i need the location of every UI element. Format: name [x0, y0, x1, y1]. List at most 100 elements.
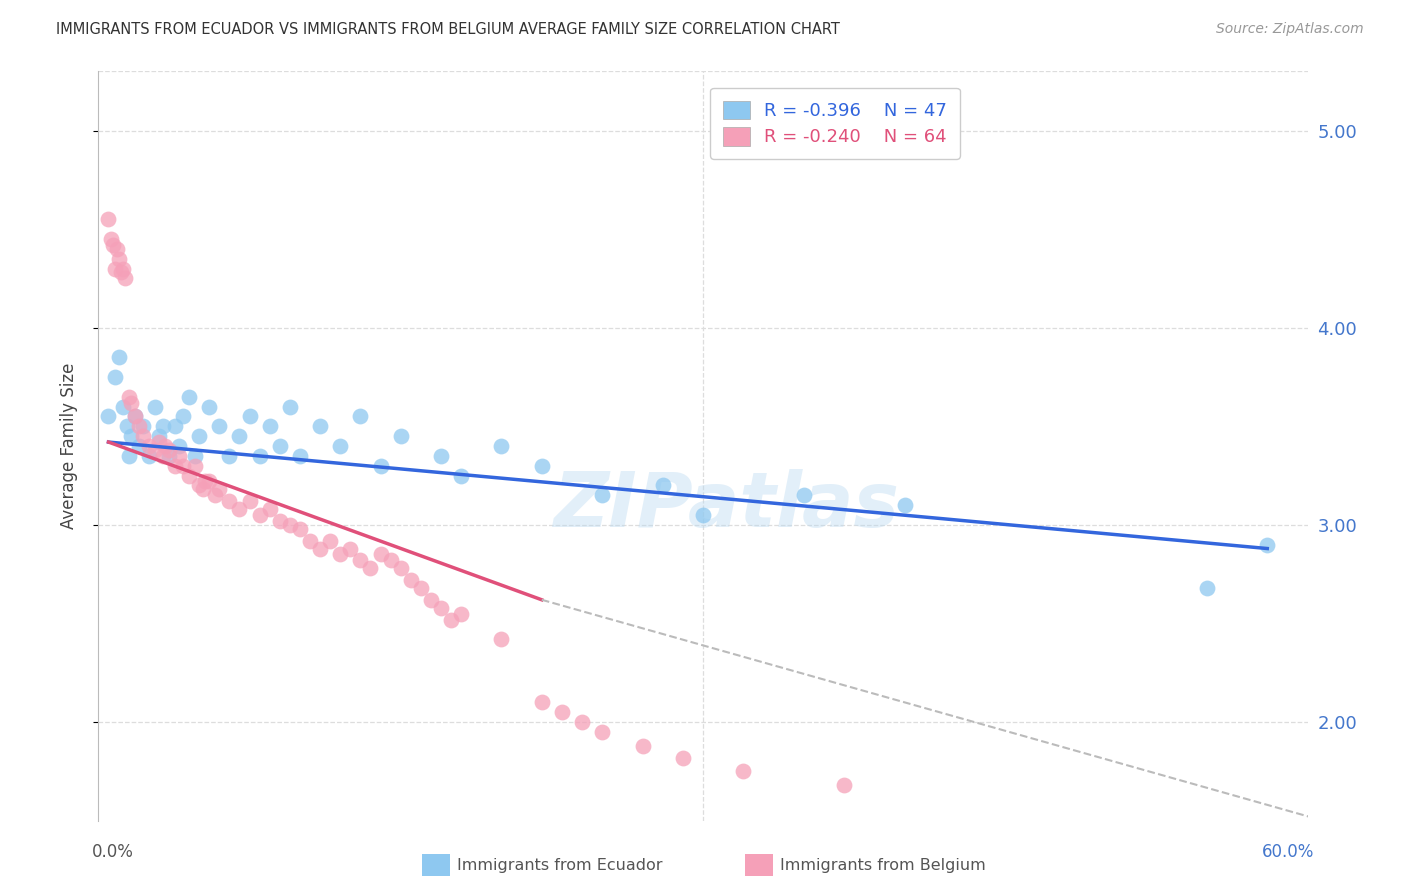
Point — [591, 725, 613, 739]
Point — [193, 483, 215, 497]
Point — [204, 488, 226, 502]
Point — [143, 400, 166, 414]
Point — [208, 419, 231, 434]
Text: Immigrants from Ecuador: Immigrants from Ecuador — [457, 858, 662, 872]
Point — [148, 435, 170, 450]
Point — [319, 533, 342, 548]
Point — [440, 613, 463, 627]
Point — [491, 439, 513, 453]
Point — [893, 498, 915, 512]
Point — [299, 533, 322, 548]
Point — [239, 409, 262, 424]
Point — [198, 400, 221, 414]
Text: IMMIGRANTS FROM ECUADOR VS IMMIGRANTS FROM BELGIUM AVERAGE FAMILY SIZE CORRELATI: IMMIGRANTS FROM ECUADOR VS IMMIGRANTS FR… — [56, 22, 841, 37]
Point — [349, 409, 371, 424]
Point — [389, 429, 412, 443]
Point — [288, 522, 311, 536]
Point — [278, 517, 301, 532]
Legend: R = -0.396    N = 47, R = -0.240    N = 64: R = -0.396 N = 47, R = -0.240 N = 64 — [710, 88, 960, 159]
Point — [530, 458, 553, 473]
Point — [188, 478, 211, 492]
Point — [148, 429, 170, 443]
Point — [120, 395, 142, 409]
Text: 0.0%: 0.0% — [91, 843, 134, 861]
Point — [115, 419, 138, 434]
Point — [491, 632, 513, 647]
Point — [198, 475, 221, 489]
Point — [163, 458, 186, 473]
Point — [103, 261, 125, 276]
Point — [107, 351, 129, 365]
Point — [259, 502, 281, 516]
Point — [111, 400, 134, 414]
Text: Source: ZipAtlas.com: Source: ZipAtlas.com — [1216, 22, 1364, 37]
Point — [153, 439, 176, 453]
Point — [157, 442, 180, 457]
Point — [228, 502, 250, 516]
Point — [120, 429, 142, 443]
Point — [832, 778, 855, 792]
Point — [172, 409, 194, 424]
Point — [188, 429, 211, 443]
Point — [167, 449, 190, 463]
Point — [249, 449, 271, 463]
Point — [329, 439, 352, 453]
Point — [152, 419, 174, 434]
Point — [100, 232, 122, 246]
Point — [530, 695, 553, 709]
Point — [651, 478, 673, 492]
Point — [152, 449, 174, 463]
Point — [97, 212, 120, 227]
Point — [194, 475, 217, 489]
Point — [143, 442, 166, 457]
Point — [118, 449, 141, 463]
Point — [184, 458, 207, 473]
Point — [163, 419, 186, 434]
Point — [128, 439, 150, 453]
Point — [97, 409, 120, 424]
Point — [309, 419, 332, 434]
Point — [370, 548, 392, 562]
Point — [167, 439, 190, 453]
Point — [1256, 538, 1278, 552]
Point — [114, 271, 136, 285]
Y-axis label: Average Family Size: Average Family Size — [59, 363, 77, 529]
Point — [172, 458, 194, 473]
Point — [269, 439, 291, 453]
Point — [179, 390, 201, 404]
Point — [103, 370, 125, 384]
Point — [218, 494, 240, 508]
Text: Immigrants from Belgium: Immigrants from Belgium — [780, 858, 986, 872]
Point — [128, 419, 150, 434]
Point — [132, 429, 155, 443]
Point — [551, 705, 574, 719]
Point — [138, 449, 160, 463]
Point — [430, 600, 453, 615]
Point — [101, 238, 124, 252]
Point — [138, 439, 160, 453]
Point — [430, 449, 453, 463]
Point — [1195, 581, 1218, 595]
Text: 60.0%: 60.0% — [1263, 843, 1315, 861]
Point — [132, 419, 155, 434]
Point — [278, 400, 301, 414]
Point — [733, 764, 755, 779]
Point — [399, 573, 422, 587]
Point — [389, 561, 412, 575]
Point — [105, 242, 128, 256]
Point — [124, 409, 146, 424]
Point — [339, 541, 361, 556]
Point — [124, 409, 146, 424]
Point — [329, 548, 352, 562]
Point — [380, 553, 402, 567]
Point — [228, 429, 250, 443]
Point — [672, 750, 695, 764]
Point — [420, 592, 443, 607]
Point — [349, 553, 371, 567]
Point — [309, 541, 332, 556]
Point — [208, 483, 231, 497]
Point — [157, 449, 180, 463]
Point — [239, 494, 262, 508]
Point — [269, 514, 291, 528]
Point — [179, 468, 201, 483]
